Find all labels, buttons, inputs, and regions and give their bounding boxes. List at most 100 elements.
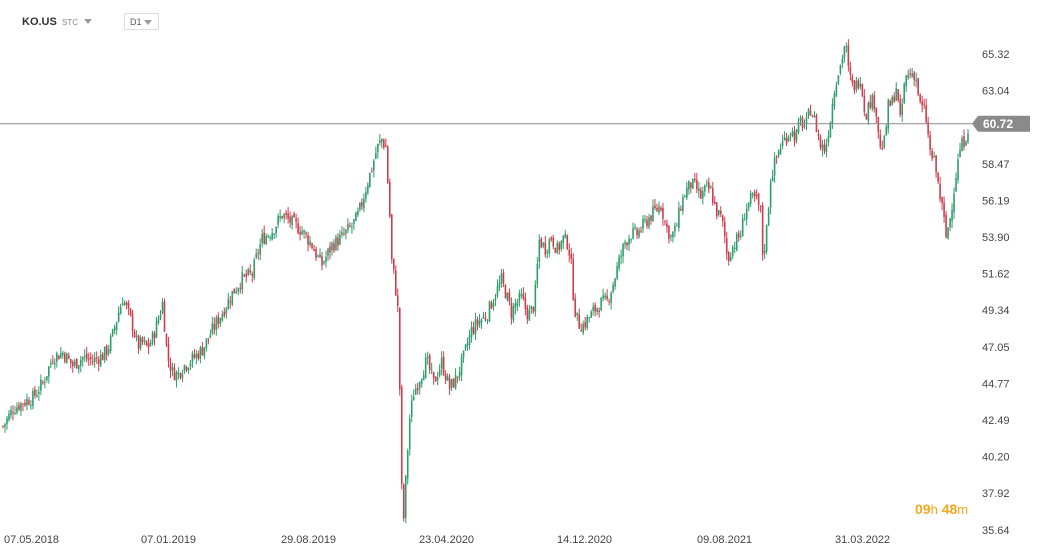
- candle-body: [612, 284, 614, 292]
- candle-body: [91, 361, 94, 363]
- candle-body: [343, 233, 345, 235]
- candle-body: [688, 180, 690, 190]
- candle-body: [213, 323, 216, 330]
- candle-body: [153, 333, 156, 339]
- candle-body: [54, 363, 56, 365]
- candle-body: [811, 115, 814, 118]
- symbol-dropdown-chevron-icon[interactable]: [84, 19, 92, 24]
- candle-body: [731, 246, 734, 256]
- candle-body: [468, 335, 471, 345]
- candle-body: [77, 365, 80, 370]
- candle-body: [869, 102, 872, 108]
- candle-body: [107, 349, 110, 354]
- y-tick-label: 63.04: [982, 86, 1010, 98]
- candle-body: [291, 215, 293, 225]
- candle-body: [937, 172, 939, 182]
- candle-body: [925, 105, 927, 123]
- candle-body: [963, 136, 965, 147]
- candle-body: [600, 297, 602, 311]
- candle-body: [381, 139, 383, 142]
- candle-body: [947, 227, 949, 239]
- x-tick-label: 07.01.2019: [141, 534, 196, 546]
- y-tick-label: 47.05: [982, 342, 1010, 354]
- candle-body: [893, 96, 896, 102]
- chevron-down-icon[interactable]: [144, 20, 152, 25]
- candle-body: [157, 318, 160, 323]
- candle-body: [387, 146, 389, 184]
- candle-body: [628, 238, 630, 246]
- y-tick-label: 42.49: [982, 415, 1010, 427]
- candle-body: [564, 233, 567, 238]
- candle-body: [201, 347, 204, 356]
- candle-body: [357, 210, 359, 215]
- candle-body: [899, 99, 902, 115]
- candle-body: [877, 117, 880, 133]
- candle-body: [452, 378, 455, 388]
- candle-body: [428, 355, 431, 370]
- candle-body: [967, 133, 969, 142]
- candle-body: [586, 316, 588, 329]
- candle-body: [309, 241, 311, 245]
- candle-body: [375, 153, 377, 159]
- candle-body: [303, 230, 305, 233]
- candle-body: [556, 243, 559, 253]
- candle-body: [58, 355, 60, 360]
- candle-body: [755, 194, 758, 196]
- candle-body: [721, 215, 724, 222]
- candle-body: [293, 213, 295, 218]
- candle-body: [149, 342, 152, 346]
- candle-body: [89, 357, 92, 360]
- candle-body: [500, 273, 503, 284]
- candle-body: [781, 140, 784, 147]
- candle-body: [383, 139, 385, 148]
- candle-body: [484, 317, 487, 320]
- candle-body: [217, 316, 220, 325]
- candle-body: [783, 137, 786, 141]
- candle-body: [753, 191, 756, 197]
- y-tick-label: 53.90: [982, 232, 1010, 244]
- candle-body: [550, 237, 553, 240]
- candle-body: [323, 261, 325, 264]
- candle-body: [245, 273, 248, 277]
- candle-body: [682, 197, 684, 212]
- candle-body: [177, 372, 180, 375]
- candle-body: [777, 151, 780, 156]
- candle-body: [883, 135, 886, 148]
- candle-body: [329, 246, 331, 253]
- candle-body: [698, 188, 700, 192]
- candle-body: [965, 141, 967, 146]
- candle-body: [642, 218, 644, 229]
- candle-body: [219, 318, 222, 324]
- candle-body: [929, 135, 931, 150]
- candle-body: [478, 320, 481, 327]
- candle-body: [95, 357, 98, 359]
- candle-body: [658, 206, 660, 213]
- candle-body: [69, 358, 72, 364]
- candle-body: [60, 353, 62, 358]
- candle-body: [448, 378, 451, 390]
- candle-body: [458, 372, 461, 377]
- candle-body: [66, 353, 68, 364]
- candle-body: [931, 150, 933, 159]
- candle-body: [775, 156, 778, 158]
- current-price-tag: 60.72: [972, 115, 1030, 132]
- symbol-label[interactable]: KO.US: [22, 16, 57, 28]
- candle-body: [438, 369, 441, 376]
- candle-body: [363, 198, 365, 209]
- candle-body: [301, 231, 303, 235]
- candle-body: [825, 144, 828, 153]
- candle-body: [606, 295, 608, 300]
- candle-body: [787, 136, 790, 142]
- candle-body: [941, 196, 943, 204]
- candle-body: [187, 367, 190, 371]
- candle-body: [430, 369, 433, 371]
- candle-body: [313, 249, 315, 252]
- candle-body: [624, 242, 626, 245]
- candle-body: [115, 322, 118, 330]
- candle-body: [269, 237, 271, 239]
- timeframe-select[interactable]: D1: [124, 13, 159, 30]
- candle-body: [901, 103, 904, 116]
- candle-body: [297, 223, 299, 234]
- candle-body: [909, 73, 911, 75]
